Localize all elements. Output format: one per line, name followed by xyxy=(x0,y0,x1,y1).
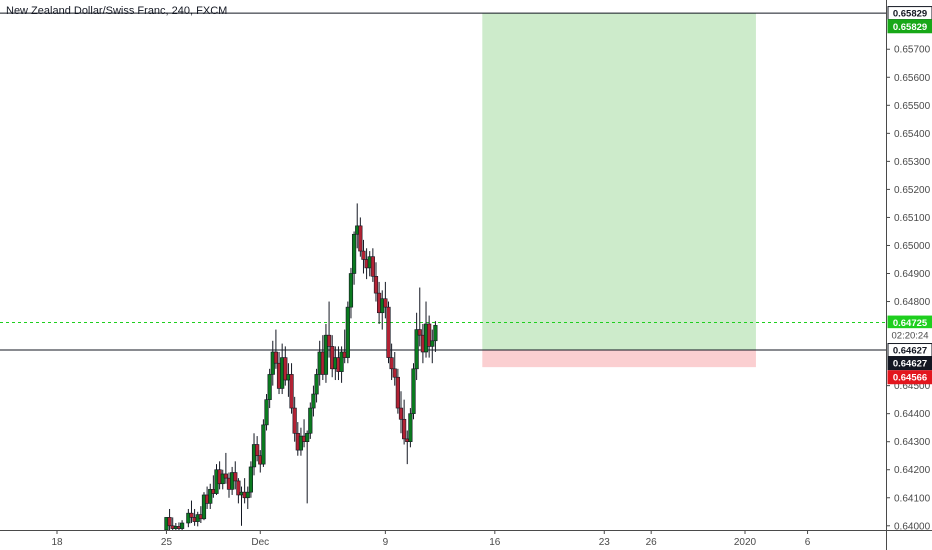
candle-up xyxy=(267,374,272,400)
candle-up xyxy=(414,329,419,370)
candle-down xyxy=(326,334,332,347)
x-tick-label: 16 xyxy=(489,537,501,548)
y-tick-label: 0.64800 xyxy=(894,297,931,308)
candle-up xyxy=(433,325,438,342)
candle-down xyxy=(398,407,404,420)
x-tick-label: 6 xyxy=(805,537,811,548)
candle-up xyxy=(305,432,310,442)
candle-up xyxy=(245,491,250,499)
candle-down xyxy=(233,472,238,482)
candle-up xyxy=(348,273,354,308)
candle-up xyxy=(308,407,313,434)
candle-up xyxy=(220,473,225,485)
candle-down xyxy=(236,480,241,496)
candle-down xyxy=(289,374,294,409)
y-tick-label: 0.65000 xyxy=(894,241,931,252)
x-tick-label: 2020 xyxy=(734,537,757,548)
y-tick-label: 0.64000 xyxy=(894,521,931,532)
candle-down xyxy=(370,256,375,277)
candle-up xyxy=(351,233,357,274)
candle-down xyxy=(402,418,407,440)
candle-down xyxy=(427,323,432,347)
candle-down xyxy=(189,512,194,518)
candle-up xyxy=(408,413,413,442)
y-tick-label: 0.64300 xyxy=(894,437,931,448)
target-zone xyxy=(482,13,756,351)
price-badge-label: 0.64627 xyxy=(893,359,927,370)
candle-up xyxy=(314,374,319,395)
candle-up xyxy=(311,393,316,409)
price-badge xyxy=(887,356,932,371)
candle-down xyxy=(386,306,391,358)
price-badge-label: 0.64566 xyxy=(893,373,927,384)
candle-down xyxy=(417,329,422,336)
candle-down xyxy=(255,444,260,457)
price-badge-label: 0.65829 xyxy=(893,9,927,20)
x-tick-label: 25 xyxy=(161,537,173,548)
y-tick-label: 0.65700 xyxy=(894,45,931,56)
y-tick-label: 0.65500 xyxy=(894,101,931,112)
price-badge-label: 02:20:24 xyxy=(892,331,929,342)
y-tick-label: 0.64900 xyxy=(894,269,931,280)
x-tick-label: 9 xyxy=(383,537,389,548)
candle-up xyxy=(430,340,435,347)
candle-down xyxy=(392,368,397,378)
candle-up xyxy=(179,522,185,529)
price-badge xyxy=(887,19,932,34)
candle-up xyxy=(261,424,266,465)
y-tick-label: 0.65400 xyxy=(894,129,931,140)
candle-up xyxy=(323,334,329,375)
candle-up xyxy=(411,368,416,414)
candle-up xyxy=(208,489,213,504)
candle-down xyxy=(361,250,366,260)
price-badge-label: 0.64627 xyxy=(893,346,927,357)
candle-down xyxy=(292,407,297,434)
candle-down xyxy=(273,351,279,364)
candle-down xyxy=(223,473,228,479)
candle-down xyxy=(389,357,394,370)
price-badge xyxy=(887,370,932,385)
y-tick-label: 0.64200 xyxy=(894,465,931,476)
y-tick-label: 0.64500 xyxy=(894,381,931,392)
candle-down xyxy=(358,225,363,252)
candle-up xyxy=(264,399,269,426)
y-tick-label: 0.65600 xyxy=(894,73,931,84)
y-tick-label: 0.65100 xyxy=(894,213,931,224)
x-tick-label: 18 xyxy=(51,537,63,548)
y-tick-label: 0.64400 xyxy=(894,409,931,420)
candle-down xyxy=(373,276,379,294)
candle-down xyxy=(383,298,388,308)
candle-up xyxy=(298,435,304,451)
candle-up xyxy=(345,306,350,358)
y-tick-label: 0.65200 xyxy=(894,185,931,196)
price-badge xyxy=(887,328,932,343)
stop-zone xyxy=(482,350,756,368)
x-tick-label: 23 xyxy=(599,537,611,548)
price-badge-label: 0.65829 xyxy=(893,22,927,33)
price-badge-label: 0.64725 xyxy=(893,318,928,329)
candle-up xyxy=(186,512,191,524)
x-tick-label: Dec xyxy=(251,537,269,548)
candle-up xyxy=(201,494,207,520)
chart-title: New Zealand Dollar/Swiss Franc, 240, FXC… xyxy=(6,5,228,17)
candle-down xyxy=(283,357,288,381)
candle-down xyxy=(167,517,172,527)
y-tick-label: 0.65300 xyxy=(894,157,931,168)
x-tick-label: 26 xyxy=(646,537,658,548)
y-tick-label: 0.64100 xyxy=(894,493,931,504)
candle-up xyxy=(248,466,253,493)
candle-down xyxy=(395,376,400,409)
candle-up xyxy=(339,351,344,372)
